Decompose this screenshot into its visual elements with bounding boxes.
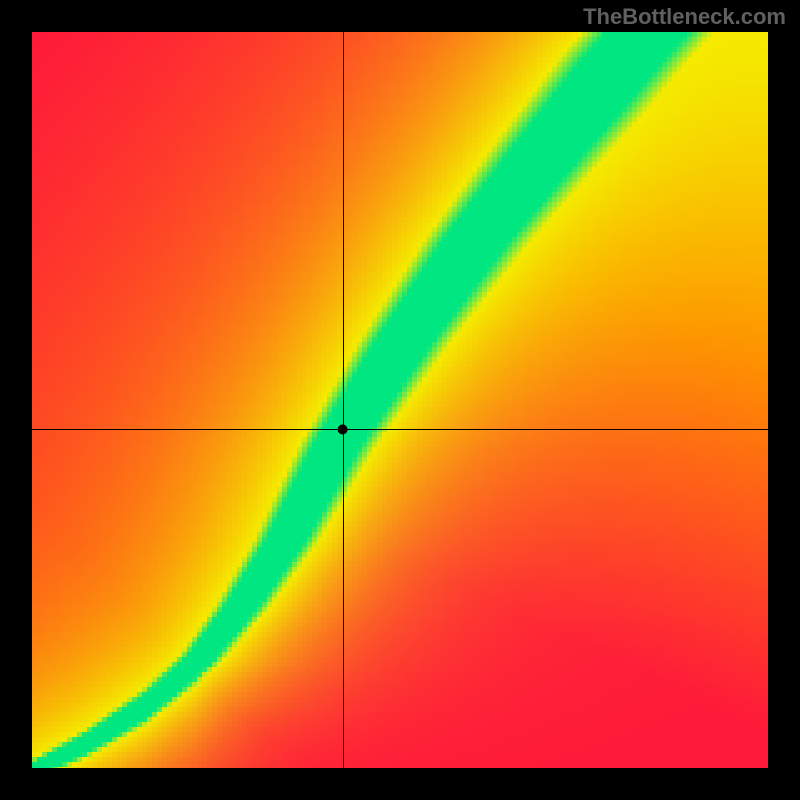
plot-area [32, 32, 768, 768]
watermark-text: TheBottleneck.com [583, 4, 786, 30]
chart-container: TheBottleneck.com [0, 0, 800, 800]
heatmap-canvas [32, 32, 768, 768]
